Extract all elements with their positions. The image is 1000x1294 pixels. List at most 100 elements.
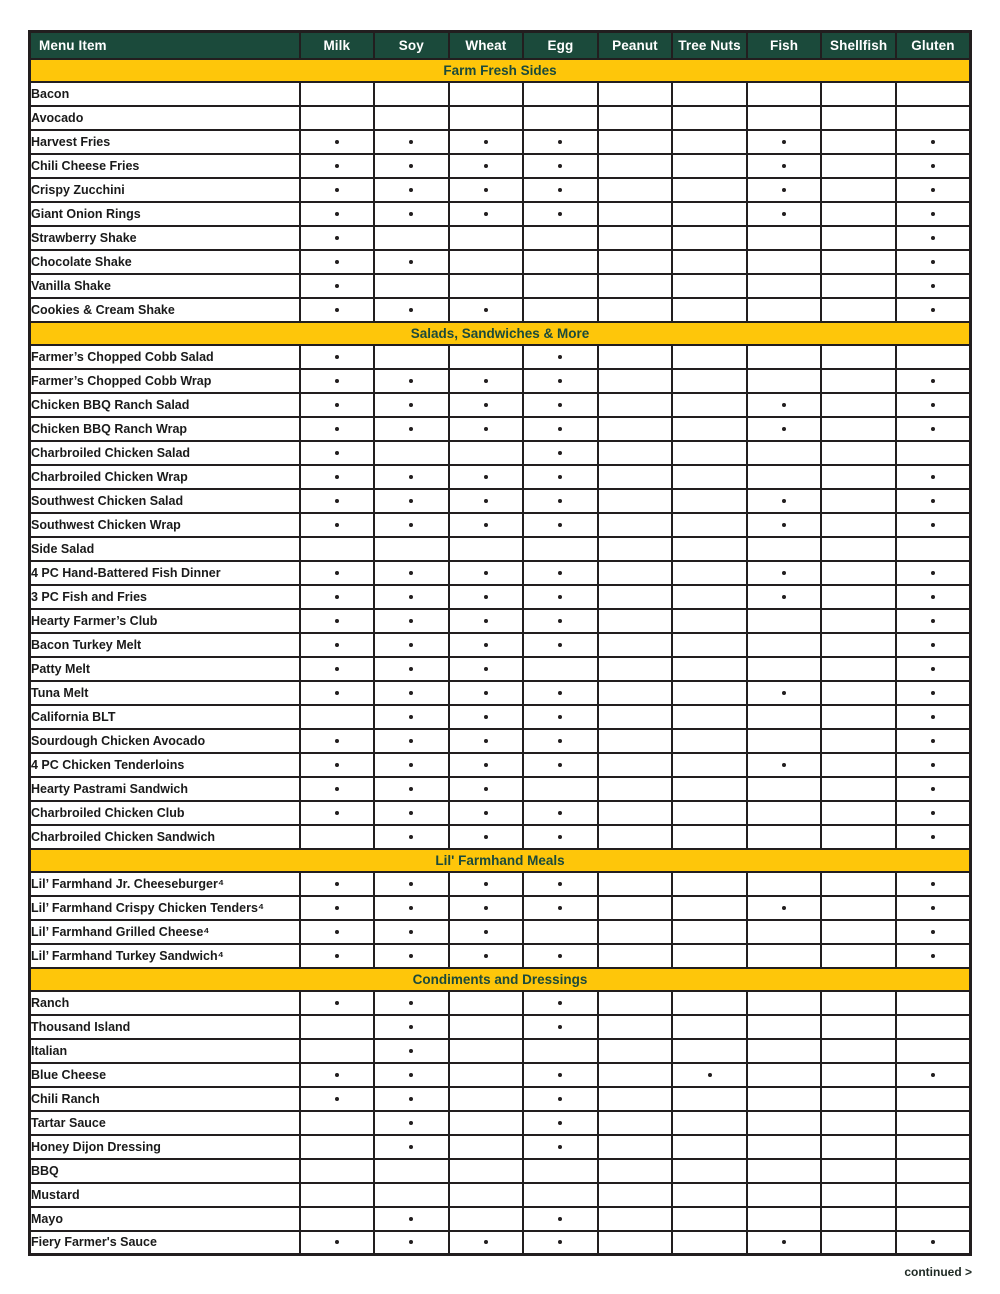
allergen-cell-soy xyxy=(373,559,450,586)
allergen-cell-wheat xyxy=(447,463,525,490)
allergen-cell-milk xyxy=(298,272,376,299)
allergen-dot xyxy=(782,522,787,527)
allergen-cell-egg xyxy=(522,1229,599,1256)
allergen-cell-fish xyxy=(745,607,823,634)
column-header-gluten: Gluten xyxy=(894,30,972,60)
allergen-dot xyxy=(930,690,935,695)
allergen-dot xyxy=(930,259,935,264)
allergen-cell-shellfish xyxy=(820,607,897,634)
allergen-cell-milk xyxy=(298,128,376,155)
table-row: Italian xyxy=(28,1037,972,1064)
allergen-cell-shellfish xyxy=(820,1061,897,1088)
allergen-dot xyxy=(707,1072,712,1077)
allergen-cell-tree-nuts xyxy=(671,870,748,897)
allergen-cell-milk xyxy=(298,1037,376,1064)
allergen-cell-peanut xyxy=(596,200,674,227)
menu-item-name: Southwest Chicken Wrap xyxy=(28,511,301,538)
allergen-dot xyxy=(558,139,563,144)
allergen-dot xyxy=(334,498,339,503)
menu-item-name: Chicken BBQ Ranch Salad xyxy=(28,391,301,418)
allergen-cell-shellfish xyxy=(820,80,897,107)
allergen-dot xyxy=(409,714,414,719)
allergen-cell-peanut xyxy=(596,559,674,586)
allergen-cell-shellfish xyxy=(820,200,897,227)
allergen-cell-fish xyxy=(745,727,823,754)
allergen-cell-gluten xyxy=(894,631,972,658)
allergen-dot xyxy=(334,354,339,359)
allergen-cell-egg xyxy=(522,751,599,778)
allergen-cell-soy xyxy=(373,1157,450,1184)
allergen-cell-milk xyxy=(298,775,376,802)
allergen-cell-gluten xyxy=(894,200,972,227)
allergen-dot xyxy=(409,738,414,743)
allergen-dot xyxy=(930,426,935,431)
allergen-cell-milk xyxy=(298,176,376,203)
allergen-dot xyxy=(483,378,488,383)
allergen-cell-milk xyxy=(298,1133,376,1160)
table-row: Charbroiled Chicken Salad xyxy=(28,439,972,466)
allergen-dot xyxy=(409,522,414,527)
allergen-cell-milk xyxy=(298,367,376,394)
allergen-cell-gluten xyxy=(894,823,972,850)
column-header-egg: Egg xyxy=(522,30,599,60)
allergen-dot xyxy=(409,163,414,168)
allergen-cell-milk xyxy=(298,942,376,969)
table-row: BBQ xyxy=(28,1157,972,1184)
allergen-dot xyxy=(334,690,339,695)
allergen-cell-egg xyxy=(522,775,599,802)
allergen-dot xyxy=(558,762,563,767)
allergen-cell-fish xyxy=(745,1085,823,1112)
table-row: Avocado xyxy=(28,104,972,131)
allergen-cell-shellfish xyxy=(820,559,897,586)
allergen-cell-tree-nuts xyxy=(671,80,748,107)
allergen-cell-tree-nuts xyxy=(671,989,748,1016)
allergen-dot xyxy=(558,187,563,192)
allergen-dot xyxy=(409,905,414,910)
allergen-dot xyxy=(334,402,339,407)
allergen-cell-soy xyxy=(373,870,450,897)
allergen-dot xyxy=(930,953,935,958)
allergen-cell-gluten xyxy=(894,296,972,323)
table-row: Blue Cheese xyxy=(28,1061,972,1088)
allergen-cell-milk xyxy=(298,607,376,634)
allergen-dot xyxy=(483,474,488,479)
allergen-dot xyxy=(483,307,488,312)
allergen-cell-fish xyxy=(745,918,823,945)
table-row: 3 PC Fish and Fries xyxy=(28,583,972,610)
allergen-dot xyxy=(409,259,414,264)
allergen-cell-soy xyxy=(373,80,450,107)
allergen-cell-soy xyxy=(373,631,450,658)
allergen-cell-fish xyxy=(745,391,823,418)
allergen-dot xyxy=(409,1120,414,1125)
allergen-cell-egg xyxy=(522,439,599,466)
allergen-cell-tree-nuts xyxy=(671,248,748,275)
allergen-dot xyxy=(558,714,563,719)
menu-item-name: Vanilla Shake xyxy=(28,272,301,299)
table-row: Patty Melt xyxy=(28,655,972,682)
allergen-cell-egg xyxy=(522,1109,599,1136)
allergen-dot xyxy=(930,522,935,527)
allergen-cell-wheat xyxy=(447,343,525,370)
allergen-cell-wheat xyxy=(447,1085,525,1112)
allergen-dot xyxy=(483,570,488,575)
allergen-cell-soy xyxy=(373,727,450,754)
allergen-cell-milk xyxy=(298,631,376,658)
allergen-cell-gluten xyxy=(894,1013,972,1040)
allergen-cell-tree-nuts xyxy=(671,918,748,945)
allergen-cell-peanut xyxy=(596,104,674,131)
allergen-cell-soy xyxy=(373,751,450,778)
allergen-dot xyxy=(483,187,488,192)
table-row: Lil’ Farmhand Turkey Sandwich⁴ xyxy=(28,942,972,969)
allergen-cell-soy xyxy=(373,1109,450,1136)
allergen-cell-milk xyxy=(298,343,376,370)
allergen-cell-peanut xyxy=(596,415,674,442)
allergen-cell-fish xyxy=(745,439,823,466)
table-row: Lil’ Farmhand Jr. Cheeseburger⁴ xyxy=(28,870,972,897)
allergen-dot xyxy=(558,354,563,359)
allergen-cell-egg xyxy=(522,727,599,754)
allergen-cell-tree-nuts xyxy=(671,631,748,658)
allergen-cell-tree-nuts xyxy=(671,1181,748,1208)
table-row: Giant Onion Rings xyxy=(28,200,972,227)
allergen-cell-wheat xyxy=(447,1181,525,1208)
allergen-cell-fish xyxy=(745,128,823,155)
